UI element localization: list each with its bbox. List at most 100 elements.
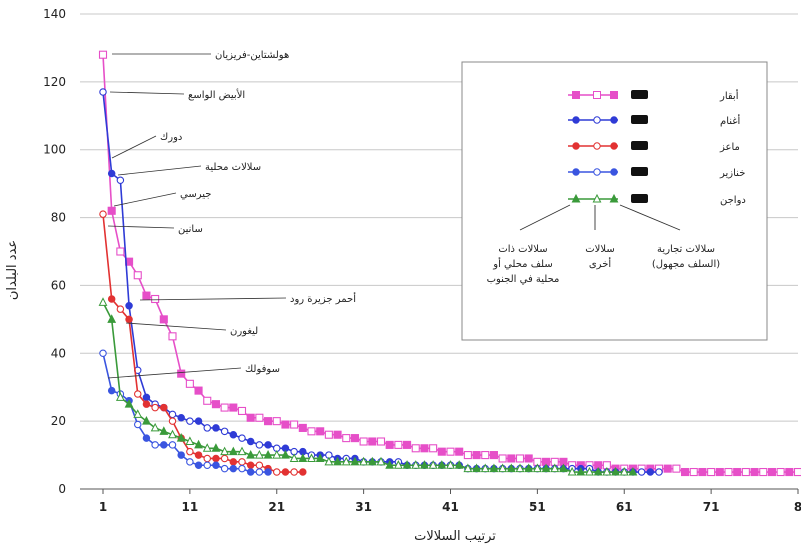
x-tick-label: 8 bbox=[794, 500, 801, 514]
data-point bbox=[204, 462, 210, 468]
data-point bbox=[134, 272, 141, 279]
annotation-leader bbox=[108, 368, 241, 378]
data-point bbox=[152, 404, 158, 410]
data-point bbox=[725, 469, 732, 476]
legend-label: ماعز bbox=[719, 142, 740, 153]
data-point bbox=[230, 465, 236, 471]
data-point bbox=[395, 441, 402, 448]
data-point bbox=[99, 298, 106, 305]
data-point bbox=[186, 380, 193, 387]
annotation-label: سانين bbox=[178, 224, 203, 235]
data-point bbox=[325, 431, 332, 438]
data-point bbox=[499, 455, 506, 462]
annotation-label: أحمر جزيرة رود bbox=[290, 292, 356, 305]
data-point bbox=[239, 435, 245, 441]
data-point bbox=[291, 469, 297, 475]
data-point bbox=[204, 455, 210, 461]
data-point bbox=[317, 428, 324, 435]
data-point bbox=[239, 459, 245, 465]
y-tick-label: 40 bbox=[51, 346, 66, 360]
data-point bbox=[221, 404, 228, 411]
annotation-label: دورك bbox=[160, 132, 182, 143]
data-point bbox=[187, 418, 193, 424]
series-line-goats bbox=[103, 214, 303, 472]
data-point bbox=[664, 465, 671, 472]
data-point bbox=[195, 387, 202, 394]
data-point bbox=[482, 452, 489, 459]
legend-marker bbox=[611, 92, 618, 99]
data-point bbox=[135, 421, 141, 427]
legend-marker bbox=[573, 117, 579, 123]
data-point bbox=[716, 469, 723, 476]
annotation-leader bbox=[112, 136, 156, 158]
legend-label: دواجن bbox=[720, 195, 746, 206]
data-point bbox=[273, 418, 280, 425]
legend-label: خنازير bbox=[719, 168, 745, 179]
legend-marker bbox=[611, 117, 617, 123]
y-tick-label: 100 bbox=[43, 143, 66, 157]
data-point bbox=[656, 469, 662, 475]
legend-marker bbox=[611, 169, 617, 175]
data-point bbox=[351, 435, 358, 442]
animal-silhouette-icon bbox=[631, 194, 648, 203]
annotation-label: سوفولك bbox=[245, 364, 280, 375]
data-point bbox=[100, 211, 106, 217]
data-point bbox=[160, 316, 167, 323]
data-point bbox=[490, 452, 497, 459]
data-point bbox=[369, 438, 376, 445]
annotation: الأبيض الواسع bbox=[110, 88, 245, 101]
data-point bbox=[161, 442, 167, 448]
data-point bbox=[152, 296, 159, 303]
data-point bbox=[247, 438, 253, 444]
data-point bbox=[299, 424, 306, 431]
annotation-label: جيرسي bbox=[180, 189, 211, 200]
data-point bbox=[438, 448, 445, 455]
legend-label: أغنام bbox=[720, 114, 740, 127]
data-point bbox=[230, 404, 237, 411]
data-point bbox=[239, 465, 245, 471]
data-point bbox=[265, 418, 272, 425]
x-tick-label: 61 bbox=[616, 500, 633, 514]
data-point bbox=[786, 469, 793, 476]
x-tick-label: 11 bbox=[182, 500, 199, 514]
data-point bbox=[178, 452, 184, 458]
data-point bbox=[152, 442, 158, 448]
data-point bbox=[447, 448, 454, 455]
animal-silhouette-icon bbox=[631, 115, 648, 124]
data-point bbox=[760, 469, 767, 476]
data-point bbox=[256, 469, 262, 475]
y-axis-title: عدد البلدان bbox=[5, 240, 20, 300]
data-point bbox=[777, 469, 784, 476]
data-point bbox=[212, 401, 219, 408]
legend-marker bbox=[611, 143, 617, 149]
y-tick-label: 20 bbox=[51, 414, 66, 428]
animal-silhouette-icon bbox=[631, 167, 648, 176]
data-point bbox=[334, 431, 341, 438]
y-tick-label: 120 bbox=[43, 75, 66, 89]
data-point bbox=[673, 465, 680, 472]
annotation-leader bbox=[118, 166, 201, 175]
annotation-label: الأبيض الواسع bbox=[188, 88, 245, 101]
data-point bbox=[126, 303, 132, 309]
data-point bbox=[282, 421, 289, 428]
y-tick-label: 60 bbox=[51, 278, 66, 292]
data-point bbox=[412, 445, 419, 452]
x-axis-title: ترتيب السلالات bbox=[414, 529, 496, 544]
x-tick-label: 21 bbox=[268, 500, 285, 514]
data-point bbox=[169, 418, 175, 424]
data-point bbox=[100, 89, 106, 95]
data-point bbox=[274, 469, 280, 475]
data-point bbox=[690, 469, 697, 476]
annotation: جيرسي bbox=[114, 189, 211, 206]
data-point bbox=[204, 425, 210, 431]
data-point bbox=[256, 462, 262, 468]
data-point bbox=[143, 292, 150, 299]
data-point bbox=[195, 418, 201, 424]
x-tick-label: 31 bbox=[355, 500, 372, 514]
data-point bbox=[343, 435, 350, 442]
data-point bbox=[117, 248, 124, 255]
data-point bbox=[421, 445, 428, 452]
data-point bbox=[108, 296, 114, 302]
annotation-label: سلالات محلية bbox=[205, 162, 261, 173]
